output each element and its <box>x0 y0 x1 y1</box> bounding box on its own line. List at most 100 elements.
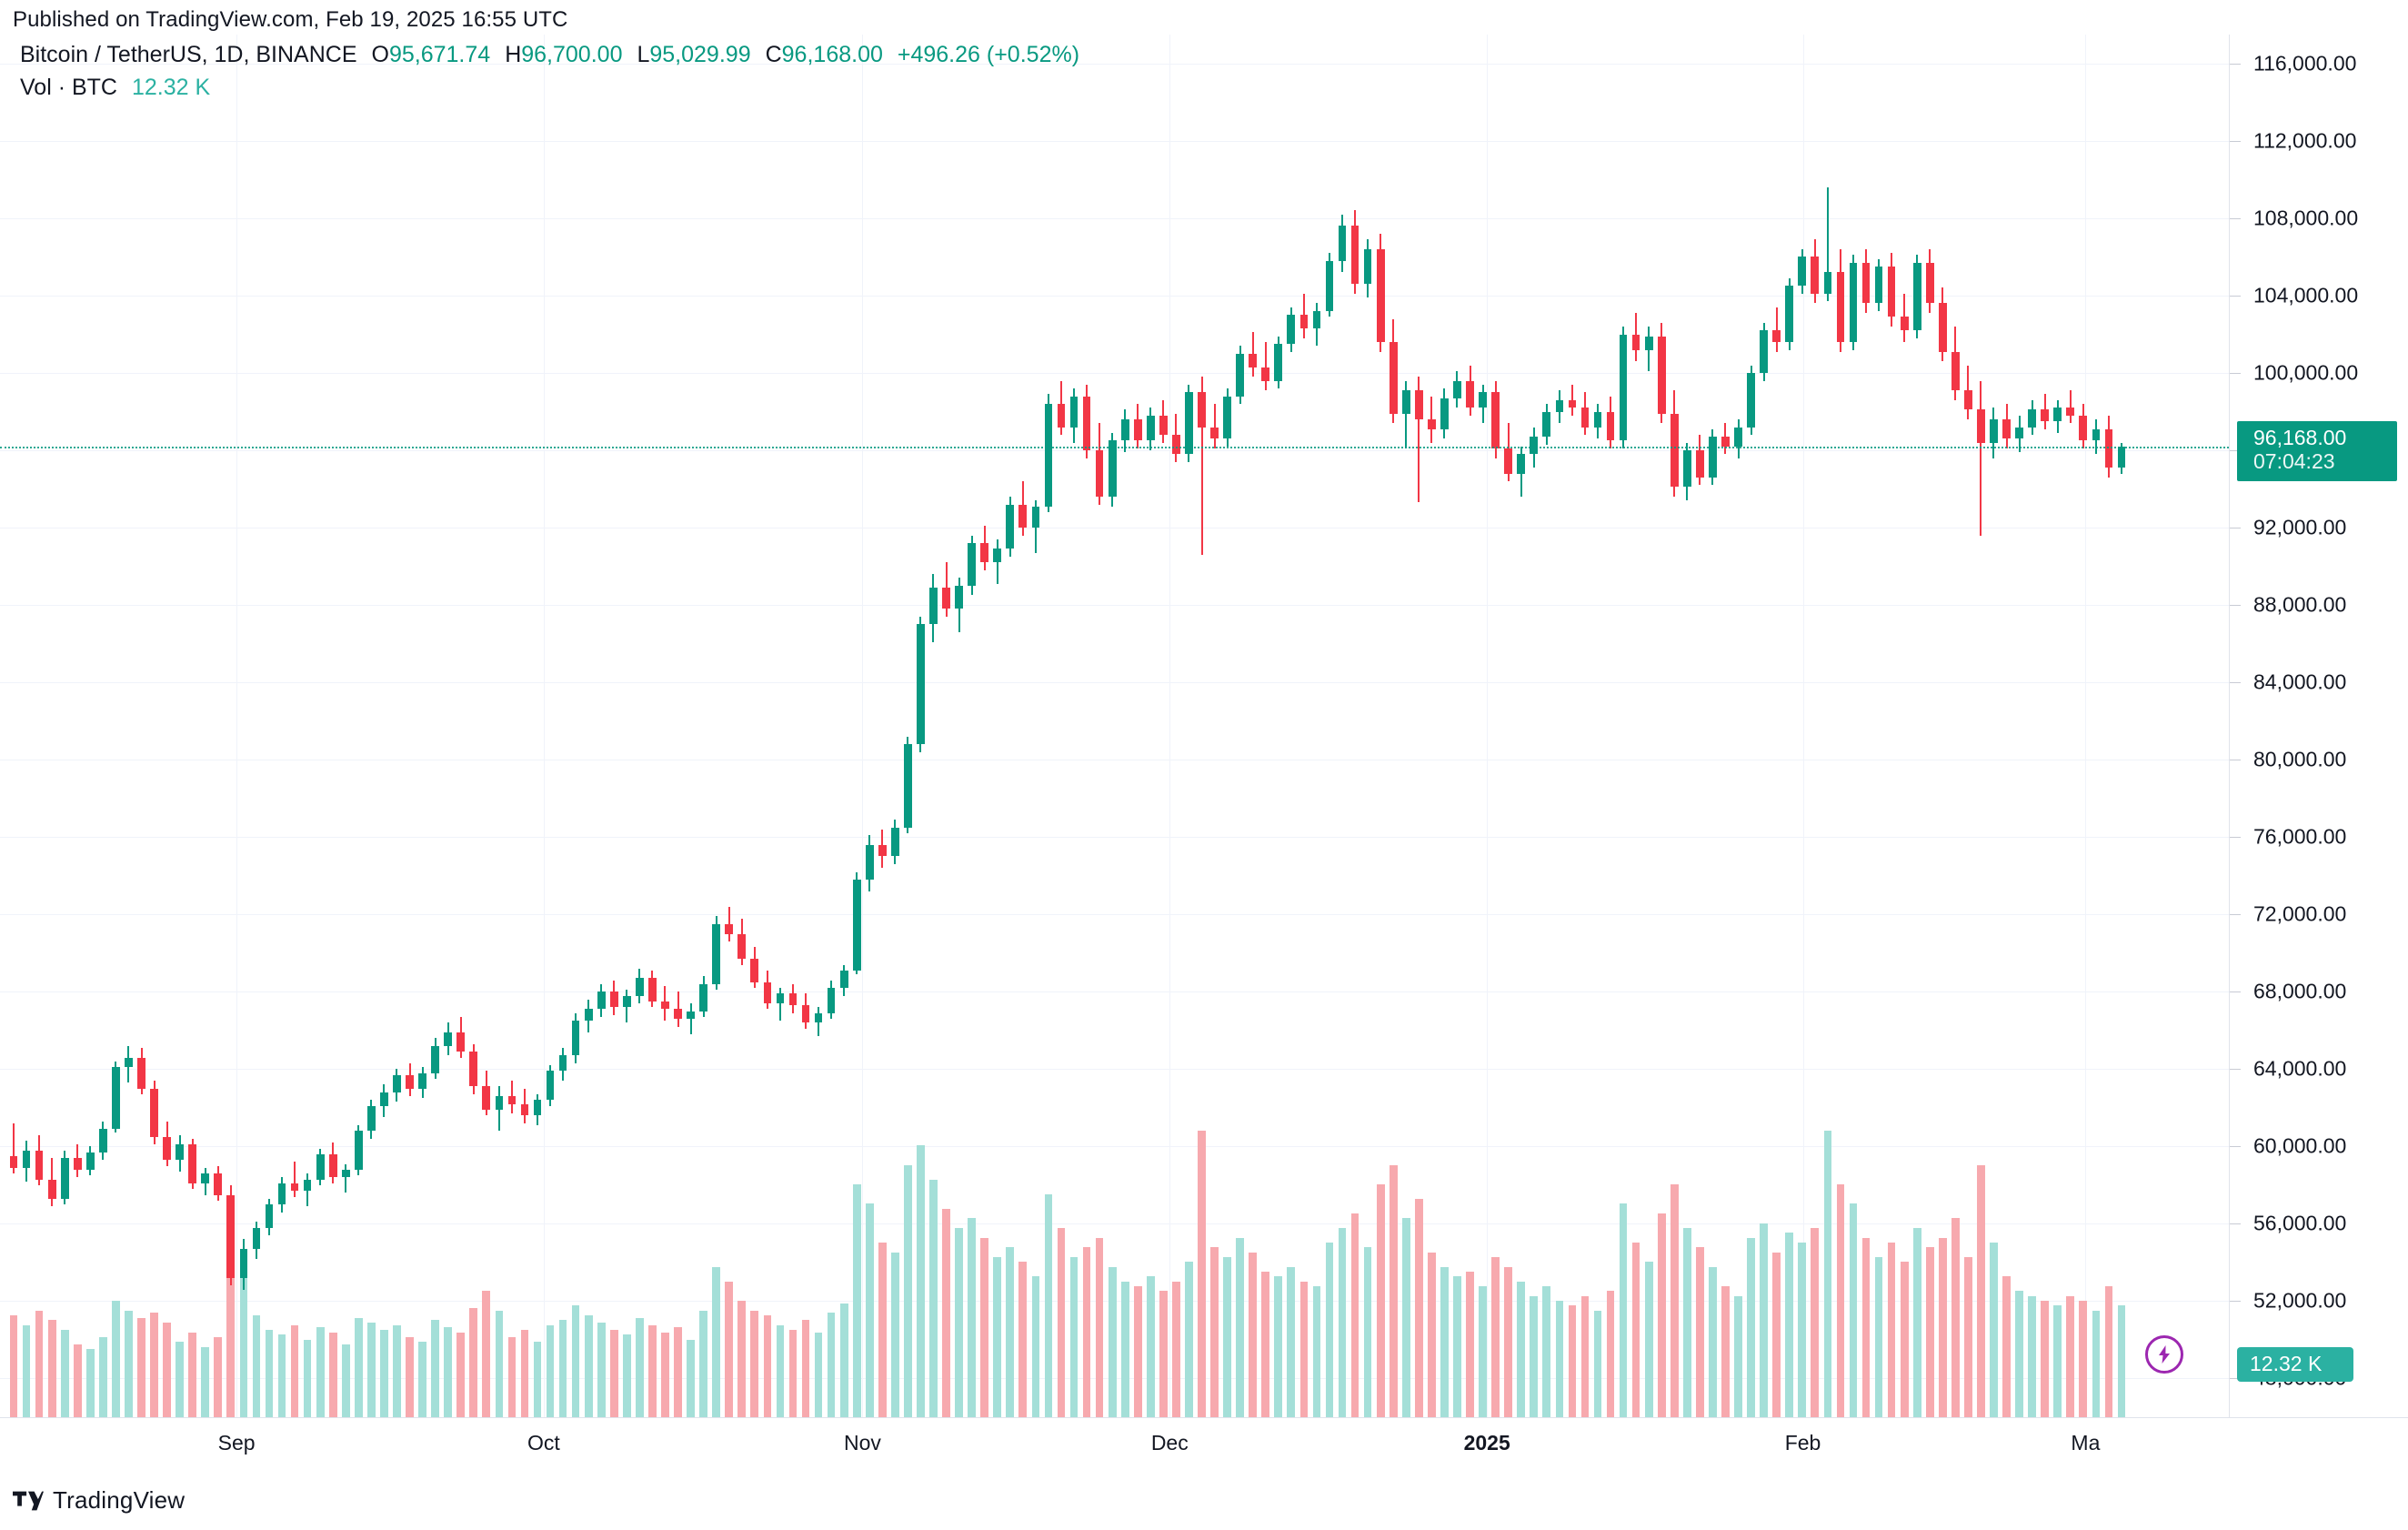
current-volume-badge[interactable]: 12.32 K <box>2237 1347 2353 1383</box>
time-axis-tick: Feb <box>1784 1431 1821 1455</box>
legend-symbol-title: Bitcoin / TetherUS, 1D, BINANCE <box>20 42 357 67</box>
candle-body <box>1018 504 1028 528</box>
volume-bar <box>814 1332 823 1417</box>
candle-body <box>1912 262 1921 331</box>
candle-body <box>226 1194 236 1278</box>
volume-bar <box>1133 1286 1142 1417</box>
candle-body <box>1428 419 1436 429</box>
volume-bar <box>533 1342 542 1417</box>
volume-bar <box>1593 1310 1602 1417</box>
legend-volume-row[interactable]: Vol · BTC 12.32 K <box>20 75 1079 101</box>
volume-bar <box>214 1337 223 1417</box>
candle-body <box>980 543 989 563</box>
grid-line-horizontal <box>0 373 2229 375</box>
volume-bar <box>609 1330 618 1417</box>
candle-body <box>1606 411 1615 441</box>
volume-bar <box>2053 1305 2062 1417</box>
volume-bar <box>1479 1286 1487 1417</box>
volume-bar <box>1849 1203 1858 1417</box>
candle-body <box>1350 226 1360 285</box>
candle-body <box>73 1158 82 1170</box>
candle-body <box>1861 262 1871 304</box>
price-axis[interactable]: 96,168.00 07:04:23 12.32 K 116,000.00 112… <box>2230 35 2408 1417</box>
candle-body <box>1542 411 1551 438</box>
candle-body <box>303 1179 312 1192</box>
volume-bar <box>1363 1247 1372 1417</box>
volume-bar <box>1657 1213 1666 1417</box>
grid-line-vertical <box>236 35 238 1417</box>
candle-body <box>814 1012 823 1023</box>
current-price-value: 96,168.00 <box>2253 426 2347 450</box>
tradingview-logo-icon <box>13 1491 44 1510</box>
candle-body <box>163 1136 171 1161</box>
candle-body <box>60 1158 69 1199</box>
volume-bar <box>904 1164 912 1417</box>
volume-bar <box>444 1327 452 1417</box>
candle-body <box>1299 315 1309 329</box>
volume-bar <box>1568 1305 1577 1417</box>
chart-pane[interactable]: Bitcoin / TetherUS, 1D, BINANCE O 95,671.… <box>0 35 2230 1417</box>
volume-bar <box>1350 1213 1360 1417</box>
price-axis-tick: 72,000.00 <box>2253 901 2347 926</box>
grid-line-vertical <box>1169 35 1171 1417</box>
volume-bar <box>661 1332 669 1417</box>
volume-bar <box>60 1330 69 1417</box>
volume-bar <box>1925 1247 1934 1417</box>
volume-bar <box>1900 1262 1909 1417</box>
current-price-badge[interactable]: 96,168.00 07:04:23 <box>2237 421 2397 481</box>
lightning-bolt-icon[interactable] <box>2144 1335 2183 1374</box>
candle-body <box>1223 396 1231 439</box>
volume-bar <box>1606 1291 1615 1417</box>
price-axis-tick: 80,000.00 <box>2253 747 2347 771</box>
candle-body <box>533 1100 542 1116</box>
volume-bar <box>1428 1252 1436 1417</box>
price-axis-tick-mark <box>2230 63 2241 65</box>
published-caption: Published on TradingView.com, Feb 19, 20… <box>13 7 568 32</box>
bar-countdown-value: 07:04:23 <box>2253 449 2335 474</box>
candle-body <box>1401 390 1410 414</box>
price-axis-tick-mark <box>2230 140 2241 142</box>
volume-bar <box>725 1281 734 1417</box>
candle-body <box>188 1144 197 1183</box>
candle-body <box>2117 447 2126 468</box>
volume-bar <box>1964 1257 1972 1417</box>
volume-bar <box>418 1342 426 1417</box>
legend-volume-title: Vol · BTC <box>20 75 117 100</box>
candle-body <box>1440 398 1449 429</box>
candle-body <box>1709 437 1717 478</box>
volume-bar <box>201 1346 210 1417</box>
candle-body <box>712 923 721 984</box>
candle-body <box>571 1021 580 1056</box>
volume-bar <box>239 1272 248 1417</box>
candle-body <box>1798 257 1807 287</box>
legend-symbol-row[interactable]: Bitcoin / TetherUS, 1D, BINANCE O 95,671.… <box>20 42 1079 68</box>
candle-body <box>239 1249 248 1278</box>
volume-bar <box>1977 1164 1985 1417</box>
volume-bar <box>380 1330 388 1417</box>
time-axis-tick: Oct <box>527 1431 560 1455</box>
candle-body <box>393 1074 401 1092</box>
candle-body <box>674 1009 682 1020</box>
volume-bar <box>865 1203 874 1417</box>
time-axis[interactable]: Sep Oct Nov Dec 2025 Feb Ma <box>0 1417 2408 1479</box>
volume-bar <box>2041 1301 2050 1417</box>
candle-body <box>1990 419 1998 443</box>
candle-body <box>112 1067 120 1130</box>
volume-bar <box>290 1324 299 1417</box>
volume-bar <box>85 1349 95 1417</box>
grid-line-horizontal <box>0 217 2229 219</box>
volume-bar <box>1287 1266 1296 1417</box>
price-axis-tick-mark <box>2230 914 2241 916</box>
candle-body <box>942 588 950 609</box>
candle-body <box>546 1071 555 1101</box>
volume-bar <box>125 1310 133 1417</box>
volume-bar <box>597 1323 606 1417</box>
volume-bar <box>1951 1218 1960 1417</box>
footer-brand[interactable]: TradingView <box>13 1486 185 1515</box>
candle-wick <box>2069 390 2072 424</box>
candle-body <box>1696 450 1704 478</box>
candle-body <box>1172 435 1180 455</box>
volume-bar <box>1798 1243 1807 1417</box>
volume-bar <box>1031 1276 1040 1417</box>
